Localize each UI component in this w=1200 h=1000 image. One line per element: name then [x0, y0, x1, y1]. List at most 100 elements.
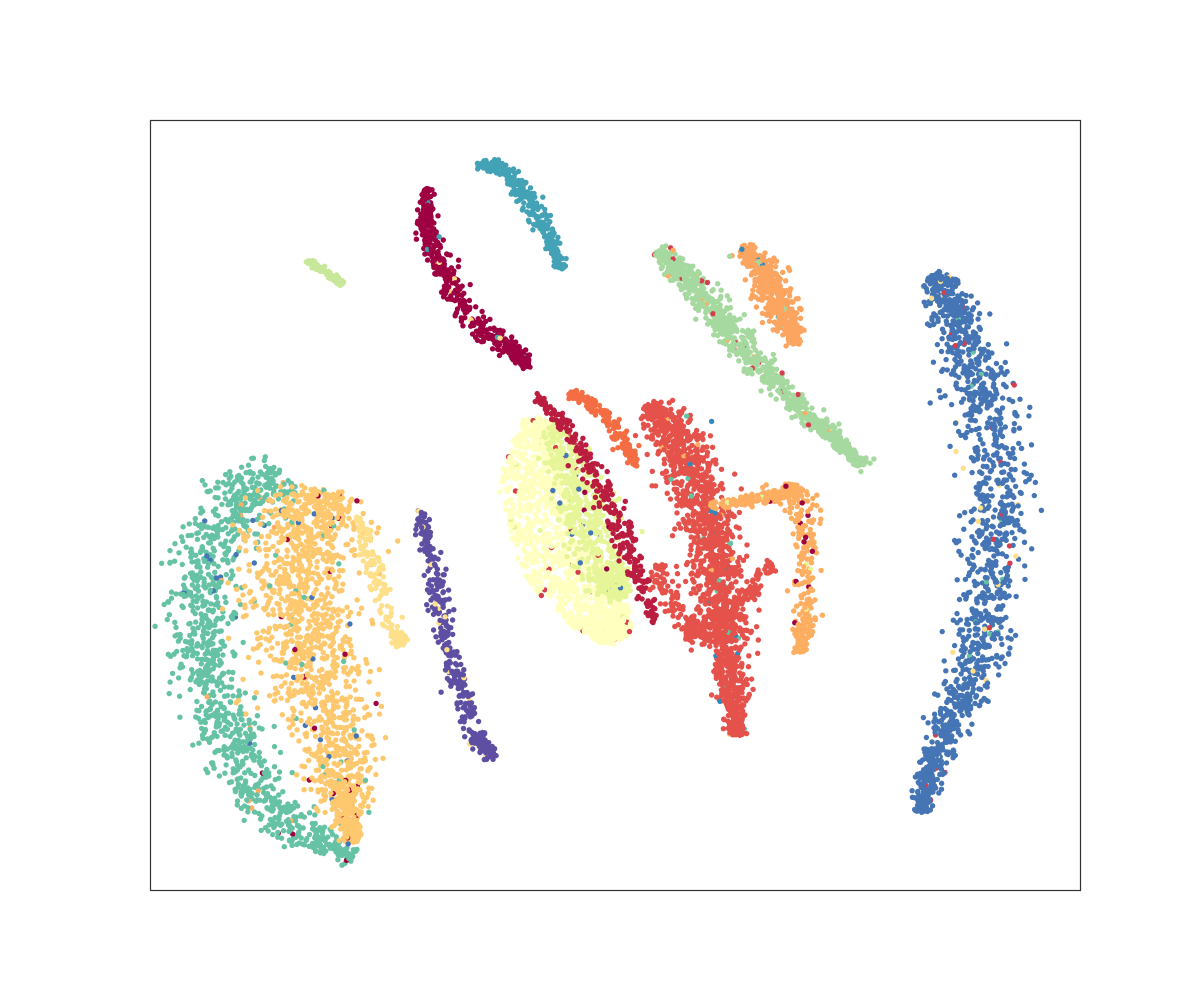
scatter-point [318, 673, 324, 680]
scatter-point [380, 574, 386, 580]
scatter-point [199, 547, 206, 553]
scatter-point [246, 568, 252, 574]
scatter-point [231, 609, 237, 616]
scatter-point [265, 629, 272, 635]
scatter-point [355, 671, 361, 677]
scatter-point [946, 733, 953, 739]
scatter-point [351, 546, 357, 553]
scatter-point [1015, 503, 1021, 509]
scatter-point [215, 522, 221, 529]
scatter-point [336, 780, 342, 787]
scatter-point [1011, 382, 1017, 388]
scatter-point [960, 396, 967, 402]
scatter-point [253, 602, 259, 609]
scatter-point [963, 695, 970, 702]
scatter-point [1012, 466, 1018, 473]
scatter-point [277, 484, 284, 490]
scatter-point [987, 415, 993, 421]
scatter-point [299, 661, 305, 668]
scatter-point [291, 708, 297, 714]
scatter-point [243, 548, 249, 554]
scatter-point [231, 653, 237, 659]
scatter-point [311, 778, 318, 784]
scatter-point [168, 595, 175, 601]
scatter-point [331, 715, 337, 721]
scatter-point [984, 562, 991, 568]
scatter-point [957, 732, 964, 738]
scatter-point [451, 607, 457, 613]
scatter-point [247, 726, 253, 733]
scatter-point [210, 545, 216, 551]
scatter-point [222, 496, 229, 502]
scatter-point [317, 737, 324, 743]
scatter-point [315, 808, 321, 814]
scatter-point [953, 308, 959, 314]
scatter-point [931, 725, 937, 731]
scatter-point [367, 572, 373, 578]
scatter-point [975, 518, 981, 525]
scatter-point [997, 595, 1003, 601]
scatter-point [255, 659, 262, 665]
scatter-point [334, 663, 340, 669]
scatter-point [970, 406, 976, 413]
scatter-point [276, 470, 282, 476]
scatter-point [218, 579, 224, 586]
scatter-point [252, 531, 258, 537]
scatter-point [285, 524, 291, 531]
scatter-point [263, 784, 270, 790]
scatter-point [354, 846, 360, 853]
scatter-point [205, 769, 211, 776]
scatter-point [315, 685, 322, 691]
scatter-point [328, 543, 335, 549]
scatter-point [324, 585, 330, 591]
scatter-point [346, 503, 352, 509]
scatter-point [978, 613, 984, 619]
scatter-point [987, 568, 994, 574]
scatter-point [470, 746, 476, 752]
scatter-point [262, 565, 268, 571]
scatter-point [413, 526, 419, 533]
scatter-point [293, 494, 299, 500]
scatter-point [195, 530, 202, 536]
scatter-point [351, 713, 357, 719]
scatter-point [266, 546, 272, 553]
scatter-point [335, 624, 341, 630]
scatter-point [330, 692, 336, 698]
scatter-point [248, 505, 255, 511]
scatter-point [180, 591, 186, 598]
scatter-point [333, 737, 339, 743]
scatter-point [946, 299, 952, 306]
scatter-point [346, 683, 353, 690]
scatter-point [338, 521, 345, 528]
scatter-point [307, 662, 313, 669]
scatter-point [215, 479, 221, 485]
scatter-point [536, 490, 543, 496]
scatter-point [1005, 450, 1011, 456]
scatter-point [1031, 492, 1038, 499]
scatter-point [979, 470, 985, 477]
scatter-point [327, 843, 333, 849]
scatter-point [209, 678, 215, 684]
scatter-point [974, 378, 980, 384]
scatter-point [233, 510, 239, 516]
scatter-point [187, 632, 193, 639]
scatter-point [958, 647, 965, 654]
scatter-point [1001, 477, 1007, 483]
scatter-point [352, 687, 359, 693]
scatter-point [1005, 650, 1012, 657]
scatter-point [316, 757, 322, 763]
scatter-point [987, 311, 993, 317]
scatter-point [290, 721, 296, 727]
scatter-point [184, 646, 190, 652]
scatter-point [967, 589, 973, 595]
scatter-point [279, 712, 285, 718]
scatter-point [971, 506, 977, 512]
scatter-point [275, 829, 281, 836]
scatter-point [326, 681, 333, 688]
scatter-point [1007, 473, 1014, 480]
scatter-point [229, 497, 236, 503]
scatter-point [281, 536, 287, 542]
scatter-point [175, 638, 182, 644]
scatter-point [287, 500, 293, 506]
scatter-point [204, 553, 210, 559]
